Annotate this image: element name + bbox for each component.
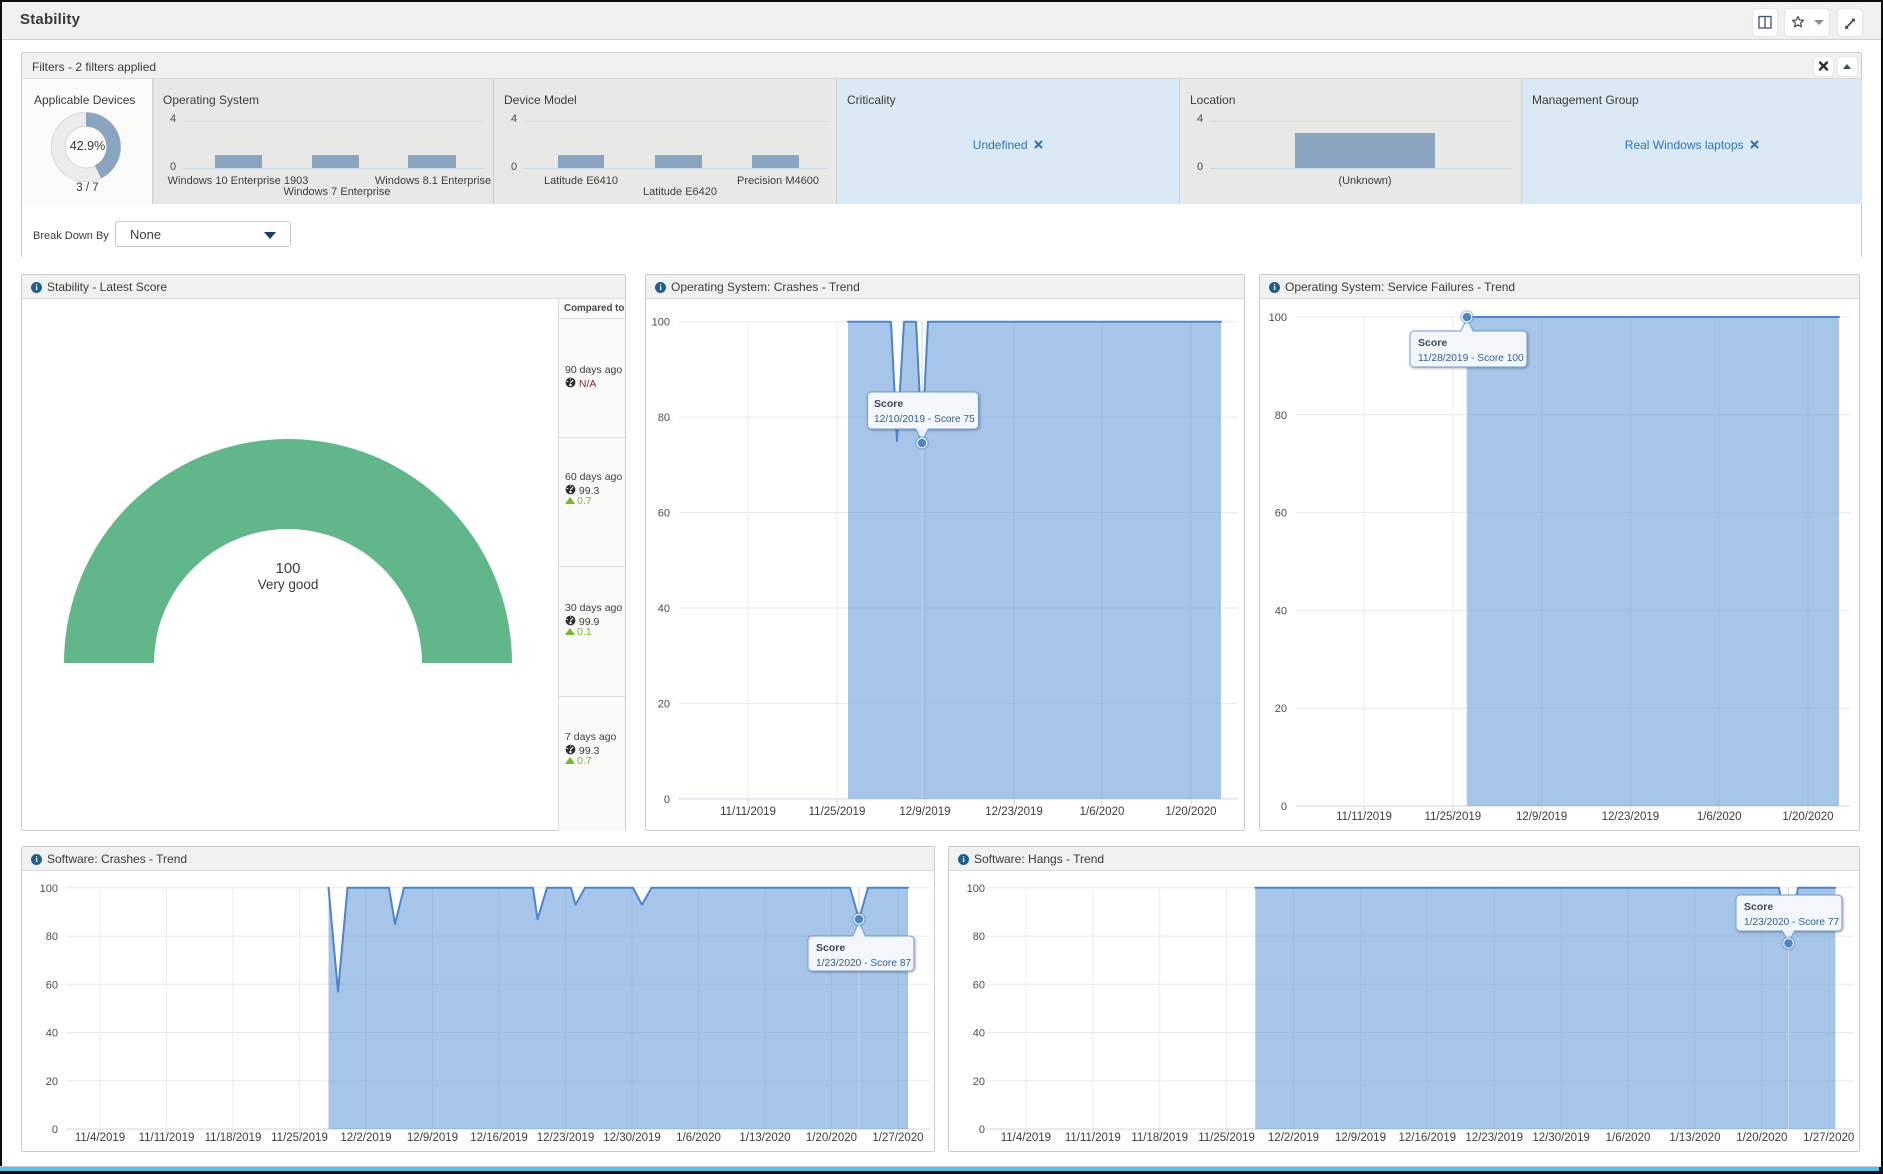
svg-text:12/16/2019: 12/16/2019 <box>1399 1132 1457 1144</box>
svg-text:1/27/2020: 1/27/2020 <box>872 1132 923 1144</box>
svg-text:1/6/2020: 1/6/2020 <box>1606 1132 1651 1144</box>
svg-text:100: 100 <box>275 560 300 577</box>
svg-text:12/23/2019: 12/23/2019 <box>1465 1132 1523 1144</box>
svg-text:12/10/2019 - Score 75: 12/10/2019 - Score 75 <box>874 414 975 425</box>
svg-text:1/6/2020: 1/6/2020 <box>1697 811 1742 823</box>
svg-text:12/9/2019: 12/9/2019 <box>1516 811 1567 823</box>
svg-text:12/2/2019: 12/2/2019 <box>1268 1132 1319 1144</box>
svg-text:100: 100 <box>40 883 58 895</box>
svg-text:80: 80 <box>46 931 58 943</box>
svg-text:1/23/2020 - Score 87: 1/23/2020 - Score 87 <box>816 958 911 969</box>
svg-text:11/25/2019: 11/25/2019 <box>271 1132 328 1144</box>
svg-text:11/25/2019: 11/25/2019 <box>1424 811 1481 823</box>
svg-text:11/11/2019: 11/11/2019 <box>1336 811 1392 823</box>
svg-text:11/11/2019: 11/11/2019 <box>720 806 776 818</box>
svg-text:12/23/2019: 12/23/2019 <box>1602 811 1660 823</box>
svg-text:11/18/2019: 11/18/2019 <box>205 1132 262 1144</box>
svg-text:40: 40 <box>46 1028 58 1040</box>
svg-text:Score: Score <box>874 398 903 410</box>
svg-text:11/28/2019 - Score 100: 11/28/2019 - Score 100 <box>1418 353 1524 364</box>
svg-text:40: 40 <box>658 603 670 615</box>
svg-text:80: 80 <box>1275 410 1287 422</box>
svg-text:1/13/2020: 1/13/2020 <box>1669 1132 1720 1144</box>
svg-text:11/11/2019: 11/11/2019 <box>139 1132 195 1144</box>
svg-text:Very good: Very good <box>258 577 319 592</box>
svg-text:1/27/2020: 1/27/2020 <box>1803 1132 1854 1144</box>
svg-text:12/23/2019: 12/23/2019 <box>985 806 1043 818</box>
svg-text:1/23/2020 - Score 77: 1/23/2020 - Score 77 <box>1744 917 1839 928</box>
svg-text:60: 60 <box>658 508 670 520</box>
svg-text:60: 60 <box>1275 508 1287 520</box>
svg-text:11/4/2019: 11/4/2019 <box>75 1132 125 1144</box>
svg-text:12/9/2019: 12/9/2019 <box>407 1132 458 1144</box>
svg-text:12/30/2019: 12/30/2019 <box>603 1132 661 1144</box>
svg-text:Score: Score <box>1744 901 1773 913</box>
svg-text:60: 60 <box>46 979 58 991</box>
svg-text:1/20/2020: 1/20/2020 <box>1736 1132 1787 1144</box>
svg-text:40: 40 <box>1275 605 1287 617</box>
svg-text:12/9/2019: 12/9/2019 <box>1335 1132 1386 1144</box>
svg-text:1/6/2020: 1/6/2020 <box>676 1132 721 1144</box>
svg-text:12/2/2019: 12/2/2019 <box>340 1132 391 1144</box>
svg-text:100: 100 <box>652 317 670 329</box>
svg-text:40: 40 <box>973 1028 985 1040</box>
svg-text:Score: Score <box>816 942 845 954</box>
svg-text:0: 0 <box>979 1124 985 1136</box>
svg-text:12/16/2019: 12/16/2019 <box>470 1132 528 1144</box>
svg-text:1/20/2020: 1/20/2020 <box>1165 806 1216 818</box>
svg-text:20: 20 <box>1275 703 1287 715</box>
svg-text:12/23/2019: 12/23/2019 <box>537 1132 595 1144</box>
svg-text:Score: Score <box>1418 337 1447 349</box>
svg-text:0: 0 <box>664 794 670 806</box>
svg-text:11/25/2019: 11/25/2019 <box>809 806 866 818</box>
svg-text:1/6/2020: 1/6/2020 <box>1080 806 1125 818</box>
svg-text:20: 20 <box>46 1076 58 1088</box>
svg-text:0: 0 <box>1281 801 1287 813</box>
svg-text:100: 100 <box>1269 312 1287 324</box>
svg-text:1/13/2020: 1/13/2020 <box>739 1132 790 1144</box>
svg-text:11/25/2019: 11/25/2019 <box>1198 1132 1255 1144</box>
svg-text:80: 80 <box>973 931 985 943</box>
svg-text:0: 0 <box>52 1124 58 1136</box>
svg-text:100: 100 <box>967 883 985 895</box>
svg-text:1/20/2020: 1/20/2020 <box>1782 811 1833 823</box>
svg-text:12/9/2019: 12/9/2019 <box>899 806 950 818</box>
svg-text:60: 60 <box>973 979 985 991</box>
svg-text:1/20/2020: 1/20/2020 <box>806 1132 857 1144</box>
svg-text:12/30/2019: 12/30/2019 <box>1532 1132 1590 1144</box>
svg-text:20: 20 <box>658 698 670 710</box>
svg-text:80: 80 <box>658 412 670 424</box>
svg-text:11/11/2019: 11/11/2019 <box>1065 1132 1121 1144</box>
svg-text:20: 20 <box>973 1076 985 1088</box>
svg-text:11/18/2019: 11/18/2019 <box>1131 1132 1188 1144</box>
svg-text:11/4/2019: 11/4/2019 <box>1001 1132 1051 1144</box>
